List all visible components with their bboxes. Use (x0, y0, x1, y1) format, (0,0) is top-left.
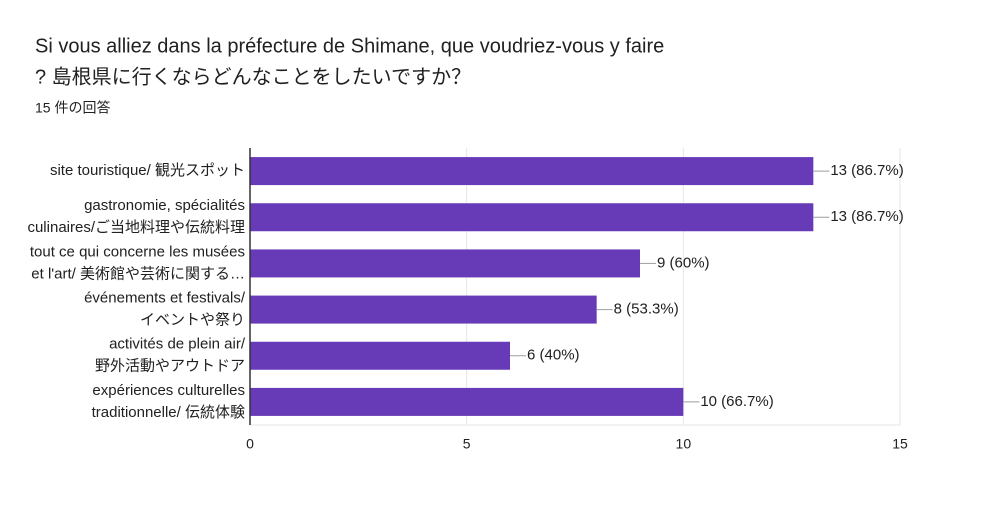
value-label: 9 (60%) (657, 254, 710, 271)
value-label: 6 (40%) (527, 347, 580, 364)
bar (250, 341, 510, 370)
y-tick-label: activités de plein air/ (109, 336, 246, 353)
x-tick-label: 5 (463, 436, 471, 452)
y-tick-label: et l'art/ 美術館や芸術に関する… (31, 265, 245, 282)
y-tick-label: événements et festivals/ (84, 290, 246, 307)
bar (250, 157, 814, 186)
chart-title: ? 島根県に行くならどんなことをしたいですか？ (35, 65, 471, 88)
y-tick-label: expériences culturelles (92, 382, 245, 399)
value-label: 13 (86.7%) (830, 162, 903, 179)
x-tick-label: 10 (676, 436, 692, 452)
bar (250, 295, 597, 324)
y-tick-label: 野外活動やアウトドア (95, 358, 245, 375)
bar (250, 249, 640, 278)
y-tick-label: culinaires/ご当地料理や伝統料理 (27, 219, 245, 236)
x-tick-label: 0 (246, 436, 254, 452)
bar (250, 203, 814, 232)
value-label: 10 (66.7%) (700, 393, 773, 410)
value-label: 8 (53.3%) (614, 301, 679, 318)
y-tick-label: gastronomie, spécialités (84, 197, 245, 214)
chart-subtitle: 15 件の回答 (35, 100, 110, 116)
y-tick-label: tout ce qui concerne les musées (30, 243, 245, 260)
y-tick-label: イベントや祭り (140, 312, 245, 329)
y-tick-label: site touristique/ 観光スポット (50, 162, 245, 179)
bar (250, 387, 684, 416)
y-tick-label: traditionnelle/ 伝統体験 (92, 404, 245, 421)
chart-title: Si vous alliez dans la préfecture de Shi… (35, 35, 664, 57)
value-label: 13 (86.7%) (830, 208, 903, 225)
x-tick-label: 15 (892, 436, 908, 452)
